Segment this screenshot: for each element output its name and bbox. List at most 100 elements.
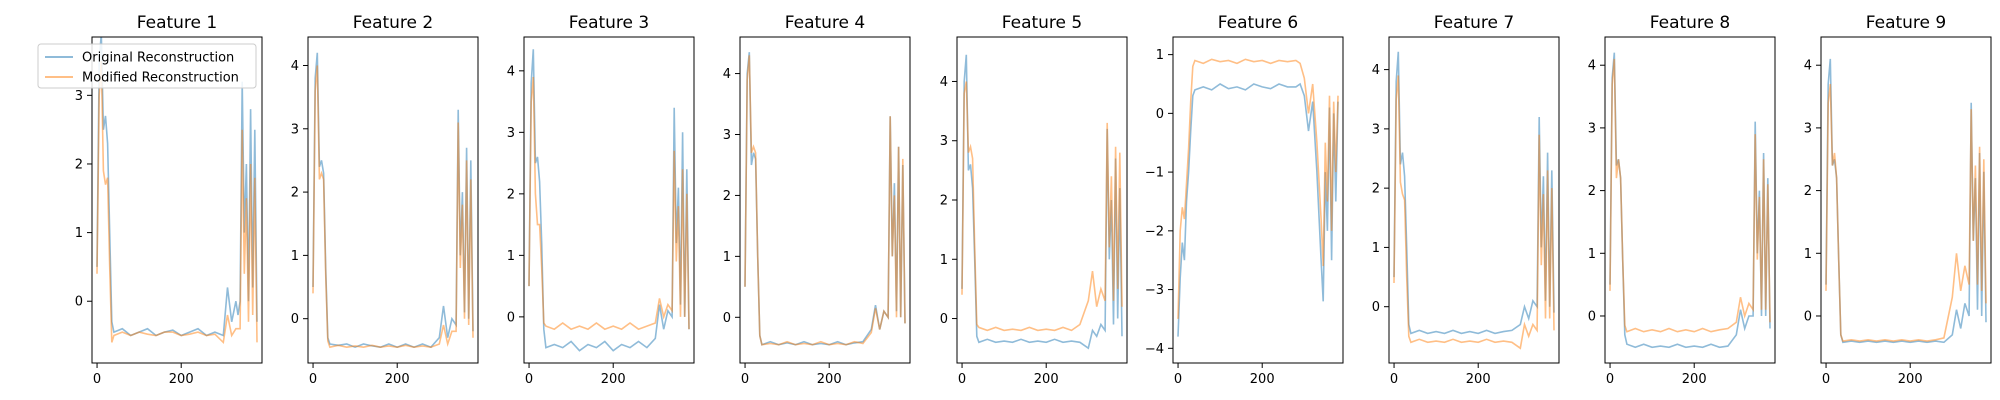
subplot-title: Feature 6 xyxy=(1218,13,1298,33)
axes-frame xyxy=(1604,36,1776,364)
x-tick-label: 0 xyxy=(741,372,749,387)
x-tick-label: 0 xyxy=(525,372,533,387)
y-tick-label: 3 xyxy=(507,126,515,141)
series-line-original xyxy=(744,52,906,346)
subplot-feature-7: Feature 7 0 200 0 1 2 3 4 xyxy=(1372,13,1560,387)
y-tick-label: 2 xyxy=(291,186,299,201)
series-line-original xyxy=(1393,51,1555,335)
y-tick-label: 1 xyxy=(507,249,515,264)
y-tick-label: 2 xyxy=(507,187,515,202)
x-tick-label: 0 xyxy=(1606,372,1614,387)
y-tick-label: −4 xyxy=(1145,342,1164,357)
x-tick-label: 200 xyxy=(1898,372,1923,387)
y-tick-label: 0 xyxy=(940,312,948,327)
y-tick-label: −1 xyxy=(1145,166,1164,181)
x-tick-label: 0 xyxy=(1822,372,1830,387)
subplot-title: Feature 2 xyxy=(353,13,433,33)
legend-box xyxy=(37,43,257,89)
x-tick-label: 200 xyxy=(1250,372,1275,387)
subplot-title: Feature 7 xyxy=(1434,13,1514,33)
series-line-modified xyxy=(528,76,690,331)
axes-frame xyxy=(307,36,479,364)
subplot-title: Feature 8 xyxy=(1650,13,1730,33)
series-line-modified xyxy=(961,81,1123,332)
y-tick-label: 3 xyxy=(723,128,731,143)
series-line-modified xyxy=(1393,75,1555,350)
y-tick-label: 0 xyxy=(507,310,515,325)
y-tick-label: 3 xyxy=(291,122,299,137)
y-tick-label: 4 xyxy=(291,59,299,74)
legend: Original Reconstruction Modified Reconstr… xyxy=(37,43,257,89)
axes-frame xyxy=(91,36,263,364)
subplot-title: Feature 5 xyxy=(1002,13,1082,33)
axes-frame xyxy=(956,36,1128,364)
y-tick-label: 3 xyxy=(75,89,83,104)
axes-frame xyxy=(1820,36,1992,364)
series-line-original xyxy=(96,37,258,337)
y-tick-label: 4 xyxy=(1804,59,1812,74)
y-tick-label: 2 xyxy=(1588,184,1596,199)
subplot-feature-6: Feature 6 0 200 −4 −3 −2 −1 0 1 xyxy=(1145,13,1344,387)
x-tick-label: 0 xyxy=(1174,372,1182,387)
x-tick-label: 0 xyxy=(309,372,317,387)
subplot-feature-5: Feature 5 0 200 0 1 2 3 4 xyxy=(940,13,1128,387)
y-tick-label: 3 xyxy=(940,134,948,149)
y-tick-label: 2 xyxy=(940,194,948,209)
y-tick-label: 4 xyxy=(940,75,948,90)
axes-frame xyxy=(523,36,695,364)
legend-label: Original Reconstruction xyxy=(82,51,234,66)
series-line-modified xyxy=(1825,83,1987,342)
axes-frame xyxy=(1388,36,1560,364)
y-tick-label: 3 xyxy=(1588,121,1596,136)
y-tick-label: 1 xyxy=(1372,241,1380,256)
y-tick-label: −3 xyxy=(1145,283,1164,298)
subplot-feature-2: Feature 2 0 200 0 1 2 3 4 xyxy=(291,13,479,387)
y-tick-label: 4 xyxy=(723,67,731,82)
y-tick-label: 1 xyxy=(1804,247,1812,262)
subplot-feature-1: Feature 1 0 200 0 1 2 3 xyxy=(75,13,263,387)
y-tick-label: 0 xyxy=(291,312,299,327)
x-tick-label: 0 xyxy=(93,372,101,387)
series-line-modified xyxy=(744,55,906,346)
subplot-title: Feature 9 xyxy=(1866,13,1946,33)
series-line-modified xyxy=(96,60,258,345)
subplot-feature-8: Feature 8 0 200 0 1 2 3 4 xyxy=(1588,13,1776,387)
y-tick-label: 0 xyxy=(723,311,731,326)
series-line-original xyxy=(1177,82,1339,337)
series-line-modified xyxy=(1177,58,1339,319)
y-tick-label: 0 xyxy=(75,295,83,310)
y-tick-label: 3 xyxy=(1372,122,1380,137)
subplot-feature-4: Feature 4 0 200 0 1 2 3 4 xyxy=(723,13,911,387)
legend-label: Modified Reconstruction xyxy=(82,71,239,86)
x-tick-label: 200 xyxy=(1034,372,1059,387)
y-tick-label: 0 xyxy=(1804,309,1812,324)
x-tick-label: 200 xyxy=(169,372,194,387)
y-tick-label: 1 xyxy=(75,226,83,241)
axes-frame xyxy=(739,36,911,364)
x-tick-label: 0 xyxy=(958,372,966,387)
y-tick-label: 1 xyxy=(940,253,948,268)
y-tick-label: 0 xyxy=(1156,107,1164,122)
y-tick-label: 1 xyxy=(291,249,299,264)
y-tick-label: 4 xyxy=(507,64,515,79)
y-tick-label: 0 xyxy=(1372,300,1380,315)
y-tick-label: 2 xyxy=(1804,184,1812,199)
x-tick-label: 0 xyxy=(1390,372,1398,387)
y-tick-label: 2 xyxy=(723,189,731,204)
series-line-modified xyxy=(1609,58,1771,333)
x-tick-label: 200 xyxy=(601,372,626,387)
y-tick-label: 2 xyxy=(1372,182,1380,197)
y-tick-label: −2 xyxy=(1145,224,1164,239)
series-line-original xyxy=(1825,58,1987,344)
y-tick-label: 1 xyxy=(1156,48,1164,63)
y-tick-label: 0 xyxy=(1588,309,1596,324)
x-tick-label: 200 xyxy=(1466,372,1491,387)
series-line-modified xyxy=(312,65,474,349)
x-tick-label: 200 xyxy=(385,372,410,387)
series-line-original xyxy=(312,52,474,349)
x-tick-label: 200 xyxy=(817,372,842,387)
y-tick-label: 4 xyxy=(1588,59,1596,74)
y-tick-label: 1 xyxy=(1588,247,1596,262)
y-tick-label: 2 xyxy=(75,157,83,172)
